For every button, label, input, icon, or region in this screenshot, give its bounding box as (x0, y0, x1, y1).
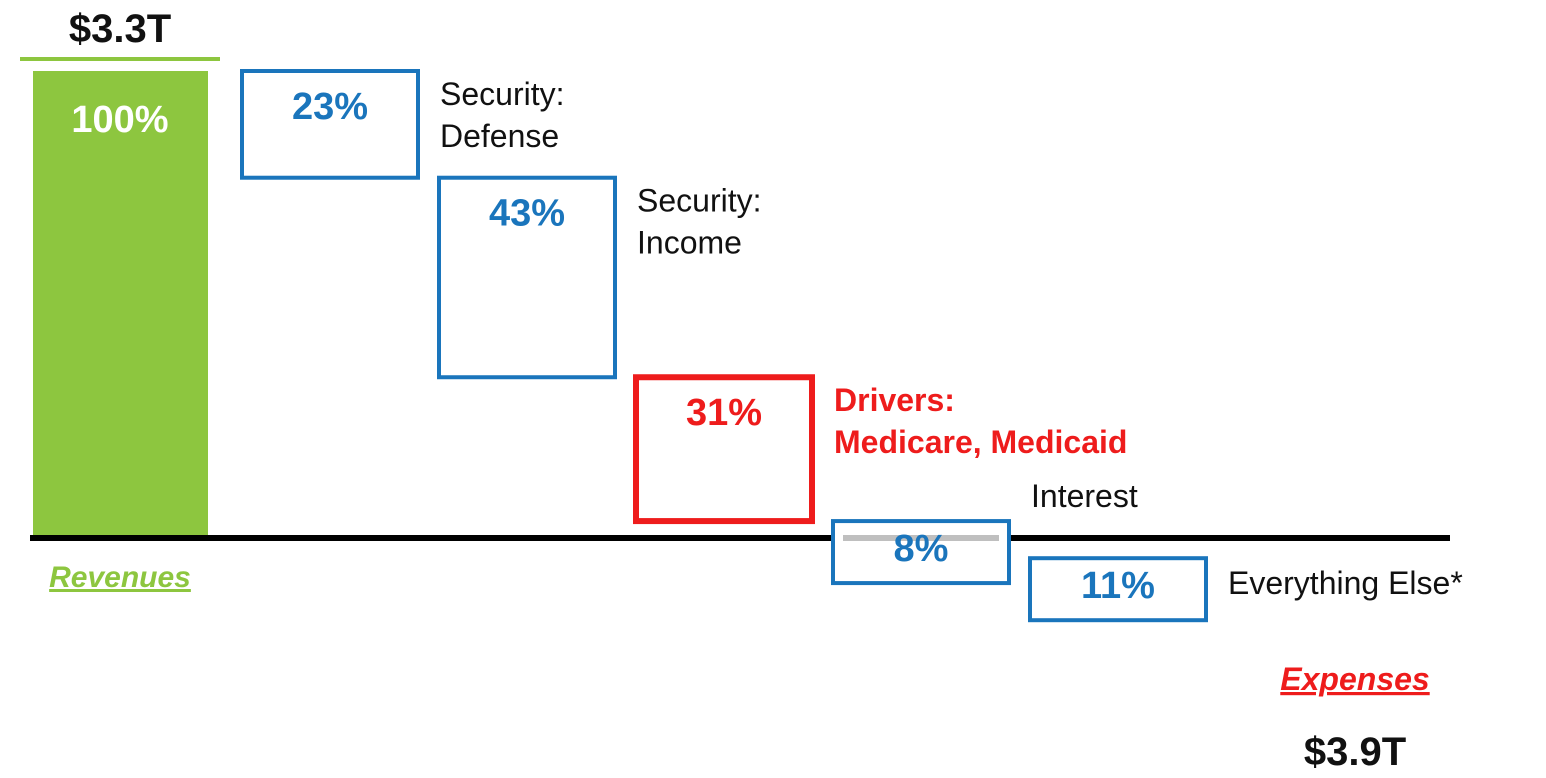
revenue-bar (33, 71, 208, 535)
segment-category-label-4: Interest (1031, 478, 1138, 514)
revenue-total-label: $3.3T (69, 7, 171, 51)
expenses-caption: Expenses (1280, 661, 1429, 697)
segment-box-2 (437, 175, 617, 380)
segment-value-label-2: 43% (489, 193, 565, 235)
expense-segments: 23% Security: Defense 43% Security: Income 31%… (240, 69, 1463, 623)
expenses-total-label: $3.9T (1304, 730, 1406, 774)
segment-category-label-2: Security: Income (637, 183, 761, 261)
revenue-value-label: 100% (71, 99, 168, 141)
segment-box-4 (831, 519, 1011, 586)
baseline-axis (30, 535, 1450, 541)
segment-value-label-3: 31% (686, 392, 762, 434)
segment-box-5 (1028, 556, 1208, 623)
segment-category-label-1: Security: Defense (440, 76, 564, 154)
revenue-caption: Revenues (49, 561, 191, 594)
segment-box-3 (633, 374, 815, 525)
segment-value-label-5: 11% (1081, 565, 1155, 607)
segment-category-label-5: Everything Else* (1228, 565, 1463, 601)
segment-category-label-3: Drivers: Medicare, Medicaid (834, 382, 1127, 460)
segment-value-label-1: 23% (292, 86, 368, 128)
segment-value-label-4: 8% (894, 528, 949, 570)
revenue-total-underline (20, 57, 220, 61)
baseline-overlap-marker (843, 535, 999, 541)
segment-box-1 (240, 69, 420, 180)
